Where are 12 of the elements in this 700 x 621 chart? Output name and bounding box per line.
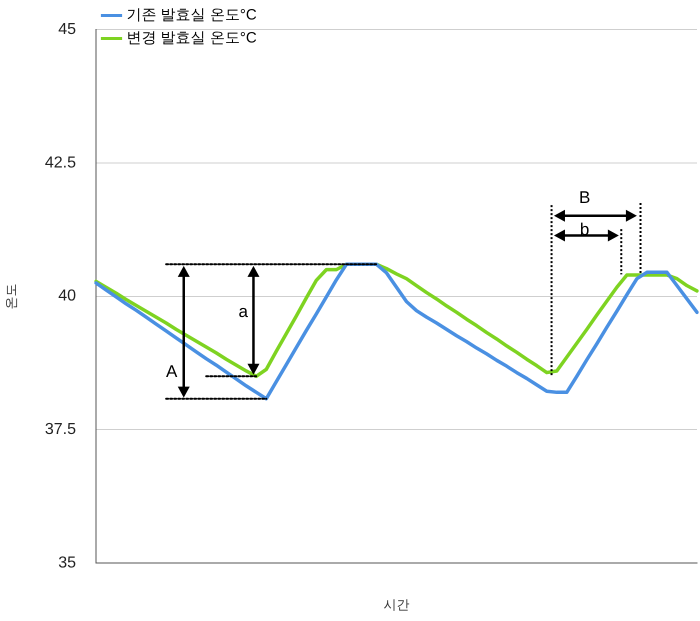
x-axis-title: 시간 [384,596,410,612]
annotation: B [578,188,590,208]
y-tick-label: 45 [58,21,76,38]
y-tick-label: 42.5 [44,154,76,172]
annotation: a [238,302,248,322]
y-tick-label: 35 [58,554,76,572]
y-tick-label: 40 [58,288,76,305]
legend-label: 기존 발효실 온도°C [126,6,257,24]
annotation: A [166,362,178,382]
y-tick-label: 37.5 [44,421,76,438]
y-axis-title: 온도 [3,283,18,310]
legend-label: 변경 발효실 온도°C [126,30,257,47]
